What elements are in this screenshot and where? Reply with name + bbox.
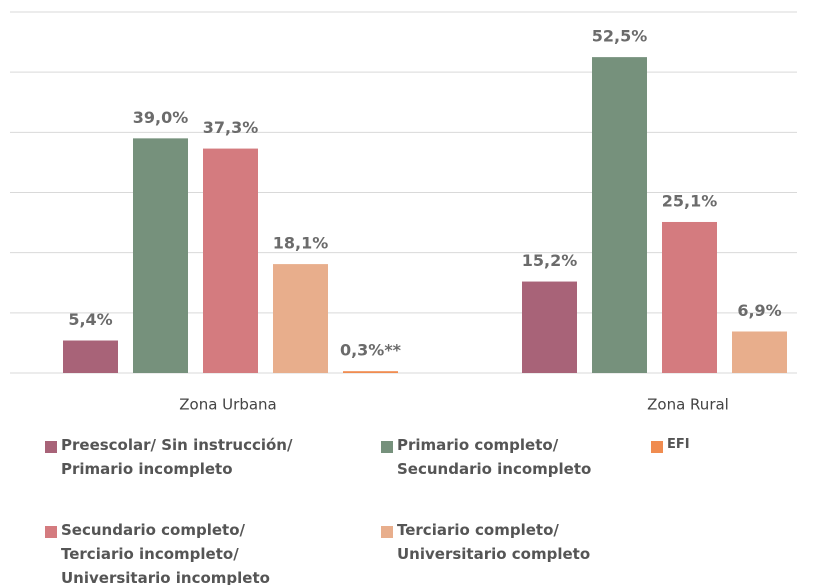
bar — [343, 371, 398, 373]
value-label: 0,3%** — [340, 341, 402, 360]
legend-swatch — [381, 441, 393, 453]
bar — [522, 281, 577, 373]
legend-swatch — [651, 441, 663, 453]
bar — [63, 340, 118, 373]
value-label: 52,5% — [592, 27, 648, 46]
value-label: 39,0% — [133, 108, 189, 127]
plot: Zona Urbana 5,4% 39,0% 37,3% 18,1% 0,3%** Zona… — [10, 11, 797, 414]
legend-item: Primario completo/ Secundario incompleto — [381, 436, 591, 481]
legend-swatch — [45, 441, 57, 453]
x-tick-label: Zona Urbana — [179, 396, 276, 414]
legend-label: Primario completo/ Secundario incompleto — [397, 436, 592, 478]
legend-item: EFI — [651, 437, 690, 457]
value-label: 18,1% — [273, 234, 329, 253]
x-tick-label: Zona Rural — [647, 396, 729, 414]
value-label: 37,3% — [203, 118, 259, 137]
bar — [203, 148, 258, 373]
bar — [592, 57, 647, 373]
legend-item: Terciario completo/ Universitario comple… — [381, 521, 590, 566]
value-label: 25,1% — [662, 191, 718, 210]
value-label: 5,4% — [68, 310, 112, 329]
bar — [662, 221, 717, 373]
bar — [133, 138, 188, 373]
value-label: 6,9% — [737, 301, 781, 320]
bar — [273, 264, 328, 373]
bar — [732, 331, 787, 373]
legend-item: Preescolar/ Sin instrucción/ Primario in… — [45, 436, 292, 481]
legend-label: Secundario completo/ Terciario incomplet… — [61, 521, 270, 585]
legend-swatch — [45, 526, 57, 538]
value-label: 15,2% — [522, 251, 578, 270]
legend-label: EFI — [667, 437, 690, 452]
legend-label: Terciario completo/ Universitario comple… — [397, 521, 591, 563]
legend-label: Preescolar/ Sin instrucción/ Primario in… — [61, 436, 293, 478]
legend-item: Secundario completo/ Terciario incomplet… — [45, 521, 270, 585]
legend-swatch — [381, 526, 393, 538]
